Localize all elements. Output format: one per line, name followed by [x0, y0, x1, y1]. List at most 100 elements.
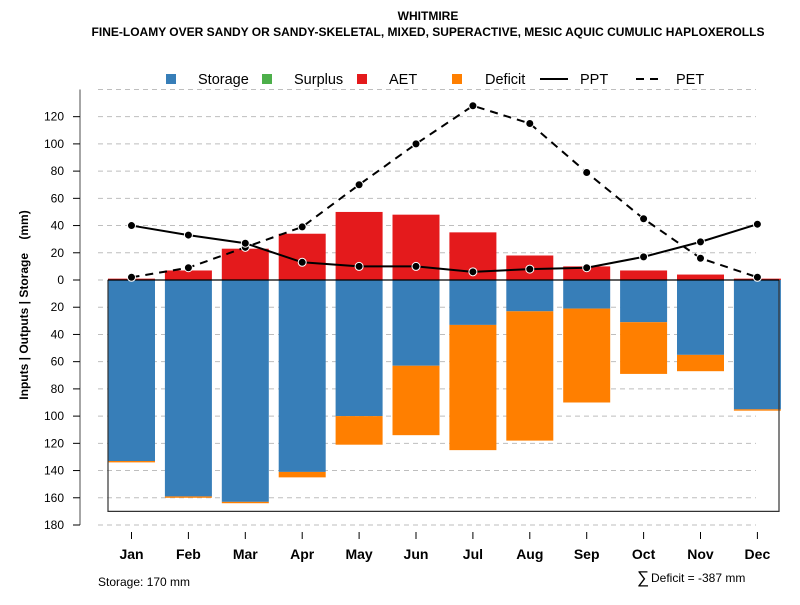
y-tick-label: 120 — [44, 436, 64, 450]
storage-capacity-box — [107, 280, 780, 512]
x-tick-label: Mar — [233, 546, 258, 562]
deficit-bar — [335, 416, 383, 445]
aet-legend-label: AET — [389, 72, 417, 88]
storage-bar — [506, 280, 554, 312]
y-tick-label: 80 — [51, 382, 65, 396]
y-tick-label: 40 — [51, 219, 65, 233]
pet-point — [297, 222, 307, 232]
y-tick-label: 60 — [51, 355, 65, 369]
pet-line — [131, 104, 758, 279]
ppt-line — [131, 223, 758, 273]
deficit-legend-label: Deficit — [485, 72, 525, 88]
aet-bar — [677, 274, 724, 280]
ppt-point — [639, 252, 649, 262]
ppt-point — [240, 238, 250, 248]
pet-point — [127, 272, 136, 282]
deficit-bar — [733, 409, 781, 411]
deficit-legend-swatch — [452, 74, 462, 84]
chart-title: WHITMIRE — [398, 9, 459, 23]
bars — [108, 211, 781, 504]
pet-point — [468, 101, 478, 111]
deficit-bar — [392, 365, 440, 436]
surplus-legend-label: Surplus — [294, 72, 343, 88]
storage-bar — [620, 280, 668, 323]
deficit-bar — [108, 461, 155, 463]
pet-legend-label: PET — [676, 72, 704, 88]
x-axis: Jan Feb Mar Apr May Jun Jul Aug Sep Oct Nov Dec — [119, 532, 770, 562]
storage-legend-label: Storage — [198, 72, 249, 88]
deficit-sum-annotation: Deficit = -387 mm — [651, 571, 745, 585]
storage-annotation: Storage: 170 mm — [98, 575, 190, 589]
x-tick-label: Aug — [516, 546, 543, 562]
x-tick-label: Jun — [404, 546, 429, 562]
storage-bar — [108, 280, 155, 462]
y-tick-label: 100 — [44, 137, 64, 151]
x-tick-label: Apr — [290, 546, 315, 562]
x-tick-label: May — [345, 546, 372, 562]
y-tick-label: 80 — [51, 164, 65, 178]
ppt-point — [354, 261, 364, 271]
deficit-bar — [563, 308, 611, 403]
aet-bar — [164, 270, 212, 280]
ppt-point — [183, 230, 193, 240]
y-tick-label: 140 — [44, 464, 64, 478]
storage-bar — [563, 280, 611, 309]
plot-frame — [107, 279, 780, 512]
storage-bar — [449, 280, 497, 325]
deficit-bar — [677, 354, 724, 372]
ppt-point — [752, 219, 762, 229]
deficit-bar — [164, 496, 212, 498]
storage-bar — [164, 280, 212, 497]
pet-point — [752, 272, 762, 282]
aet-bar — [563, 266, 611, 280]
ppt-point — [411, 261, 421, 271]
x-tick-label: Jul — [463, 546, 483, 562]
x-tick-label: Sep — [574, 546, 600, 562]
pet-point — [183, 263, 193, 273]
aet-bar — [620, 270, 668, 280]
legend: Storage Surplus AET Deficit PPT PET — [166, 72, 704, 88]
storage-bar — [335, 280, 383, 417]
deficit-bar — [620, 322, 668, 374]
pet-point — [696, 253, 705, 263]
ppt-point — [468, 267, 478, 277]
y-tick-label: 180 — [44, 518, 64, 532]
y-tick-label: 60 — [51, 191, 65, 205]
ppt-point — [297, 257, 307, 267]
ppt-point — [696, 237, 705, 247]
ppt-legend-label: PPT — [580, 72, 608, 88]
x-tick-label: Feb — [176, 546, 201, 562]
deficit-bar — [221, 501, 269, 504]
deficit-bar — [506, 311, 554, 441]
pet-point — [582, 167, 592, 177]
y-tick-label: 100 — [44, 409, 64, 423]
ppt-point — [582, 263, 592, 273]
y-tick-label: 0 — [57, 273, 64, 287]
pet-point — [639, 214, 649, 224]
deficit-bar — [449, 324, 497, 451]
ppt-point — [525, 264, 535, 274]
pet-point — [525, 118, 535, 128]
y-tick-label: 20 — [51, 300, 65, 314]
storage-legend-swatch — [166, 74, 176, 84]
pet-point — [354, 180, 364, 190]
pet-point — [411, 139, 421, 149]
storage-bar — [278, 280, 326, 472]
storage-bar — [677, 280, 724, 355]
x-tick-label: Oct — [632, 546, 656, 562]
sum-symbol-icon: ∑ — [637, 568, 649, 587]
storage-bar — [733, 280, 781, 410]
chart-subtitle: FINE-LOAMY OVER SANDY OR SANDY-SKELETAL,… — [92, 25, 765, 39]
series-lines — [127, 101, 762, 282]
x-tick-label: Jan — [119, 546, 143, 562]
y-tick-label: 160 — [44, 491, 64, 505]
y-tick-label: 40 — [51, 327, 65, 341]
y-tick-label: 20 — [51, 246, 65, 260]
y-tick-label: 120 — [44, 110, 64, 124]
storage-bar — [221, 280, 269, 502]
deficit-bar — [278, 471, 326, 478]
y-axis-label: Inputs | Outputs | Storage (mm) — [17, 210, 31, 399]
y-axis: 120 100 80 60 40 20 0 20 40 60 80 100 120 140 160 180 — [44, 89, 81, 532]
x-tick-label: Nov — [687, 546, 714, 562]
